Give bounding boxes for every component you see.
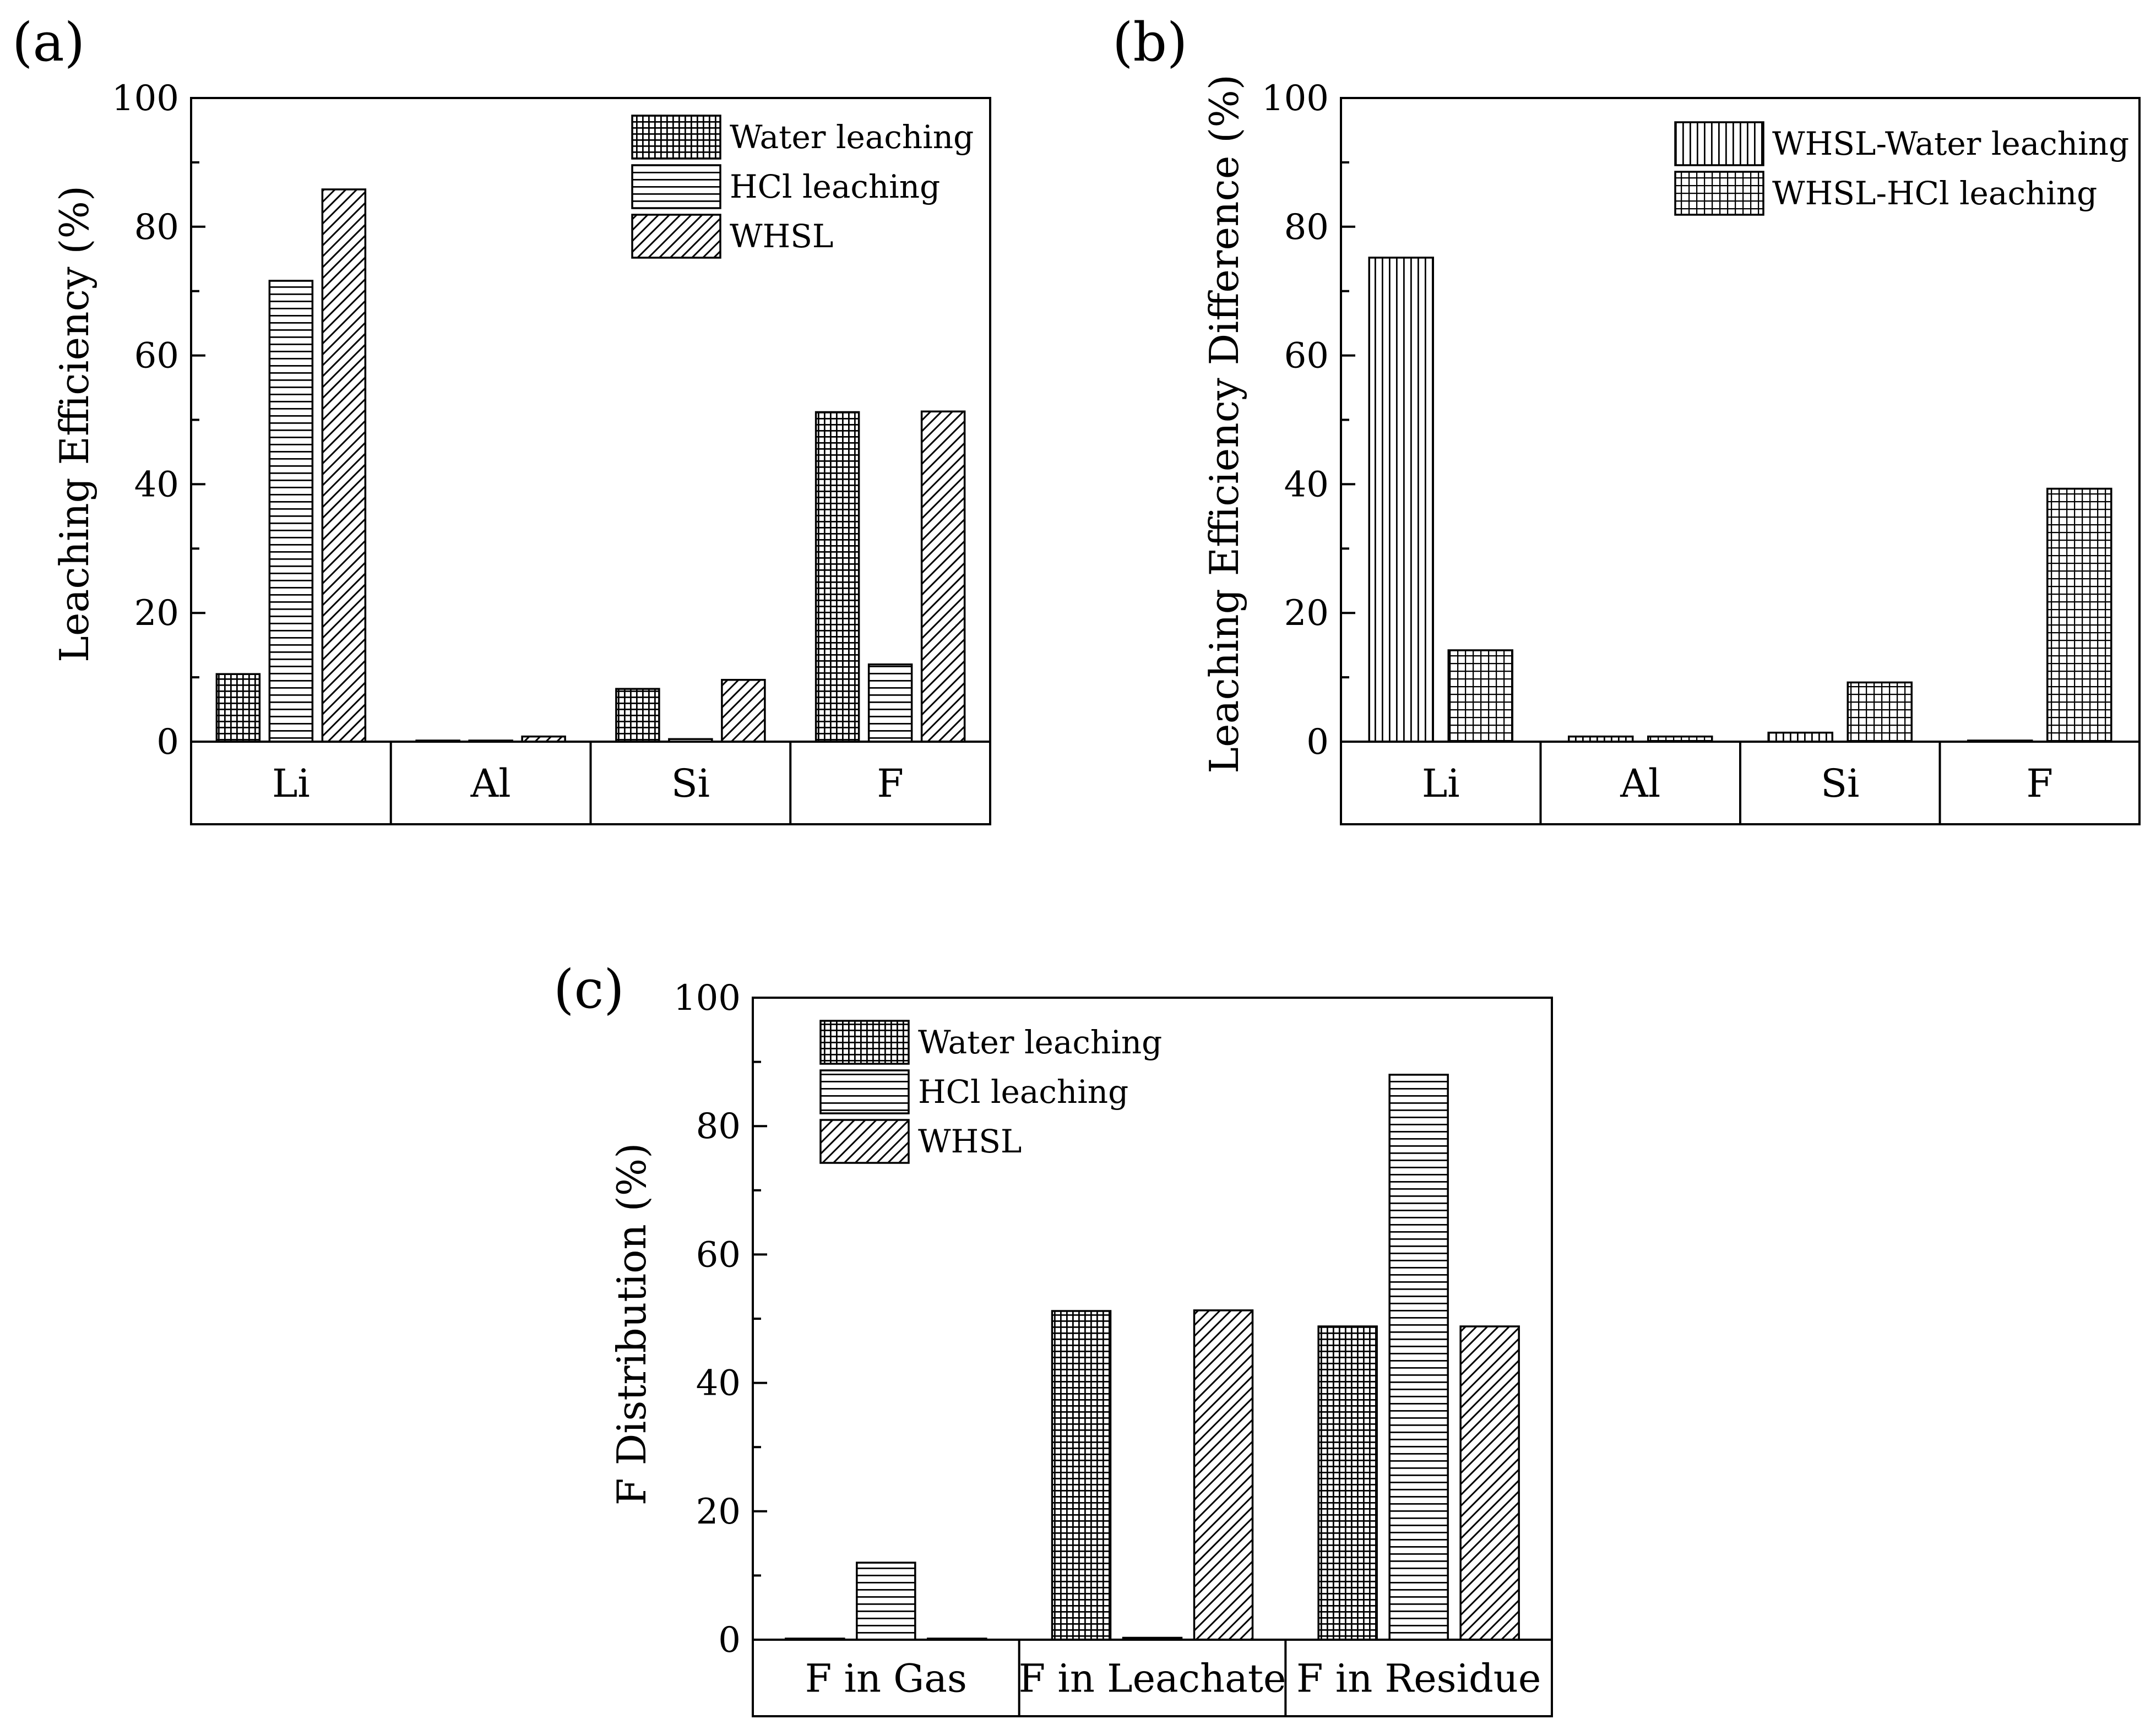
bar-c-s1-0 (856, 1562, 916, 1641)
y-tick-label: 20 (134, 593, 179, 634)
y-axis-title-c: F Distribution (%) (609, 1143, 655, 1506)
legend-label: WHSL-HCl leaching (1772, 175, 2097, 212)
category-label: F (2026, 761, 2053, 806)
category-label: F in Gas (805, 1656, 967, 1701)
legend-swatch (819, 1069, 910, 1114)
bar-b-s1-2 (1847, 681, 1913, 743)
legend-swatch (631, 164, 721, 209)
y-tick-label: 80 (696, 1106, 741, 1147)
legend-swatch (631, 214, 721, 259)
legend-swatch (1674, 171, 1764, 216)
bar-b-s1-0 (1447, 649, 1513, 743)
bar-a-s2-2 (721, 679, 766, 743)
legend-label: Water leaching (918, 1024, 1162, 1061)
y-tick-label: 40 (696, 1363, 741, 1404)
legend-label: Water leaching (730, 118, 974, 156)
category-label: Si (671, 761, 710, 806)
panel-label-c: (c) (553, 959, 624, 1020)
y-tick-label: 40 (134, 464, 179, 505)
bar-c-s0-2 (1317, 1325, 1378, 1641)
chart-panel-c: (c) F Distribution (%) 0 20 40 60 80 100 F in… (553, 959, 1553, 1717)
panel-label-b: (b) (1112, 12, 1187, 73)
legend-label: HCl leaching (918, 1073, 1128, 1111)
bar-a-s0-2 (615, 688, 660, 743)
legend-label: WHSL (918, 1123, 1022, 1160)
chart-panel-a: (a) Leaching Efficiency (%) 0 20 40 60 80 100… (12, 12, 991, 825)
bar-c-s1-2 (1388, 1074, 1449, 1641)
category-label: Li (1422, 761, 1460, 806)
bar-a-s1-0 (268, 280, 314, 743)
y-axis-title-b: Leaching Efficiency Difference (%) (1201, 74, 1247, 774)
chart-panel-b: (b) Leaching Efficiency Difference (%) 0… (1112, 12, 2141, 825)
y-tick-label: 100 (112, 78, 179, 119)
y-tick-label: 80 (1284, 207, 1329, 248)
y-tick-label: 20 (696, 1492, 741, 1532)
bar-c-s0-1 (1051, 1310, 1112, 1641)
category-label: F in Leachate (1019, 1656, 1286, 1701)
bar-b-s0-0 (1368, 257, 1434, 743)
legend-label: HCl leaching (730, 168, 940, 205)
y-tick-label: 60 (134, 336, 179, 377)
y-tick-label: 60 (696, 1234, 741, 1275)
legend-swatch (1674, 121, 1764, 166)
y-tick-label: 60 (1284, 336, 1329, 377)
bar-c-s2-2 (1459, 1325, 1520, 1641)
legend-label: WHSL (730, 217, 833, 255)
bar-b-s1-3 (2046, 487, 2112, 743)
legend-c: Water leaching HCl leaching WHSL (819, 1020, 1162, 1164)
legend-a: Water leaching HCl leaching WHSL (631, 115, 974, 259)
legend-swatch (819, 1119, 910, 1164)
panel-label-a: (a) (12, 12, 85, 73)
bar-a-s2-3 (920, 410, 966, 743)
bar-a-s1-3 (867, 663, 913, 743)
y-tick-label: 20 (1284, 593, 1329, 634)
bar-a-s0-3 (814, 411, 860, 743)
category-label: F (877, 761, 904, 806)
legend-label: WHSL-Water leaching (1772, 125, 2129, 162)
category-label: Li (272, 761, 310, 806)
bar-b-s0-2 (1767, 731, 1833, 743)
y-tick-label: 0 (156, 722, 179, 763)
category-table (752, 1639, 1553, 1717)
category-label: Al (470, 761, 511, 806)
bar-c-s2-1 (1193, 1309, 1254, 1641)
y-tick-label: 100 (1262, 78, 1329, 119)
y-axis-title-a: Leaching Efficiency (%) (51, 186, 97, 662)
y-tick-label: 0 (718, 1620, 741, 1661)
category-label: Al (1620, 761, 1660, 806)
legend-swatch (631, 115, 721, 160)
category-label: F in Residue (1296, 1656, 1541, 1701)
legend-swatch (819, 1020, 910, 1065)
y-tick-label: 100 (674, 978, 741, 1019)
category-label: Si (1821, 761, 1859, 806)
bar-a-s0-0 (215, 673, 261, 743)
y-tick-label: 80 (134, 207, 179, 248)
y-tick-label: 40 (1284, 464, 1329, 505)
y-tick-label: 0 (1306, 722, 1329, 763)
legend-b: WHSL-Water leaching WHSL-HCl leaching (1674, 121, 2129, 216)
bar-a-s2-0 (321, 188, 367, 743)
